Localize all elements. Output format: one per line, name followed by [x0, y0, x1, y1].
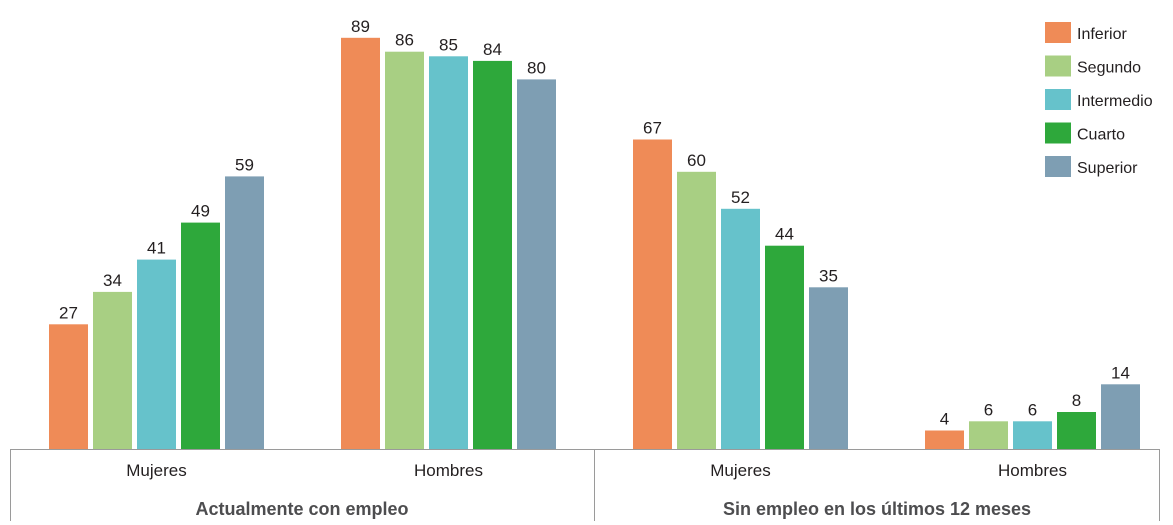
bar-segundo-4 [969, 421, 1008, 449]
group-label: Sin empleo en los últimos 12 meses [723, 499, 1031, 519]
axes-layer [10, 449, 1160, 521]
value-label: 49 [191, 202, 210, 221]
category-label: Mujeres [126, 461, 186, 480]
bar-cuarto-2 [473, 60, 512, 450]
value-label: 59 [235, 155, 254, 174]
legend-label: Inferior [1077, 26, 1127, 43]
legend-label: Segundo [1077, 60, 1141, 77]
value-label: 86 [395, 31, 414, 50]
legend-label: Cuarto [1077, 127, 1125, 144]
category-label: Mujeres [710, 461, 770, 480]
bar-cuarto-4 [1057, 412, 1096, 449]
bar-superior-2 [517, 79, 556, 450]
legend-swatch-cuarto [1045, 122, 1071, 144]
bar-inferior-4 [925, 430, 964, 449]
legend-swatch-intermedio [1045, 89, 1071, 110]
legend-label: Superior [1077, 160, 1138, 177]
value-label: 6 [984, 400, 993, 419]
bar-segundo-3 [677, 171, 716, 450]
bars-layer [49, 37, 1140, 450]
bar-segundo-1 [93, 291, 132, 449]
bar-cuarto-3 [765, 245, 804, 449]
bar-superior-1 [225, 176, 264, 449]
legend-swatch-inferior [1045, 22, 1071, 43]
value-label: 84 [483, 40, 502, 59]
legend-swatch-superior [1045, 156, 1071, 177]
value-label: 85 [439, 35, 458, 54]
bar-intermedio-3 [721, 208, 760, 449]
labels-layer: 27 34 41 49 59 89 86 85 84 80 67 60 52 44 35 4 6 6 8 14 Muje… [59, 17, 1130, 519]
value-label: 67 [643, 119, 662, 138]
legend-swatch-segundo [1045, 55, 1071, 77]
value-label: 52 [731, 188, 750, 207]
value-label: 41 [147, 239, 166, 258]
value-label: 6 [1028, 400, 1037, 419]
legend: Inferior Segundo Intermedio Cuarto Superior [1045, 22, 1153, 177]
bar-cuarto-1 [181, 222, 220, 449]
value-label: 80 [527, 58, 546, 77]
bar-inferior-1 [49, 324, 88, 449]
value-label: 44 [775, 225, 794, 244]
bar-intermedio-1 [137, 259, 176, 449]
value-label: 60 [687, 151, 706, 170]
value-label: 35 [819, 266, 838, 285]
group-label: Actualmente con empleo [195, 499, 408, 519]
bar-superior-4 [1101, 384, 1140, 449]
bar-intermedio-2 [429, 56, 468, 450]
bar-segundo-2 [385, 51, 424, 449]
value-label: 4 [940, 410, 949, 429]
value-label: 14 [1111, 363, 1130, 382]
legend-label: Intermedio [1077, 93, 1153, 110]
bar-inferior-2 [341, 37, 380, 450]
category-label: Hombres [998, 461, 1067, 480]
value-label: 89 [351, 17, 370, 36]
value-label: 27 [59, 303, 78, 322]
value-label: 34 [103, 271, 122, 290]
bar-inferior-3 [633, 139, 672, 449]
category-label: Hombres [414, 461, 483, 480]
bar-superior-3 [809, 287, 848, 449]
value-label: 8 [1072, 391, 1081, 410]
bar-intermedio-4 [1013, 421, 1052, 449]
